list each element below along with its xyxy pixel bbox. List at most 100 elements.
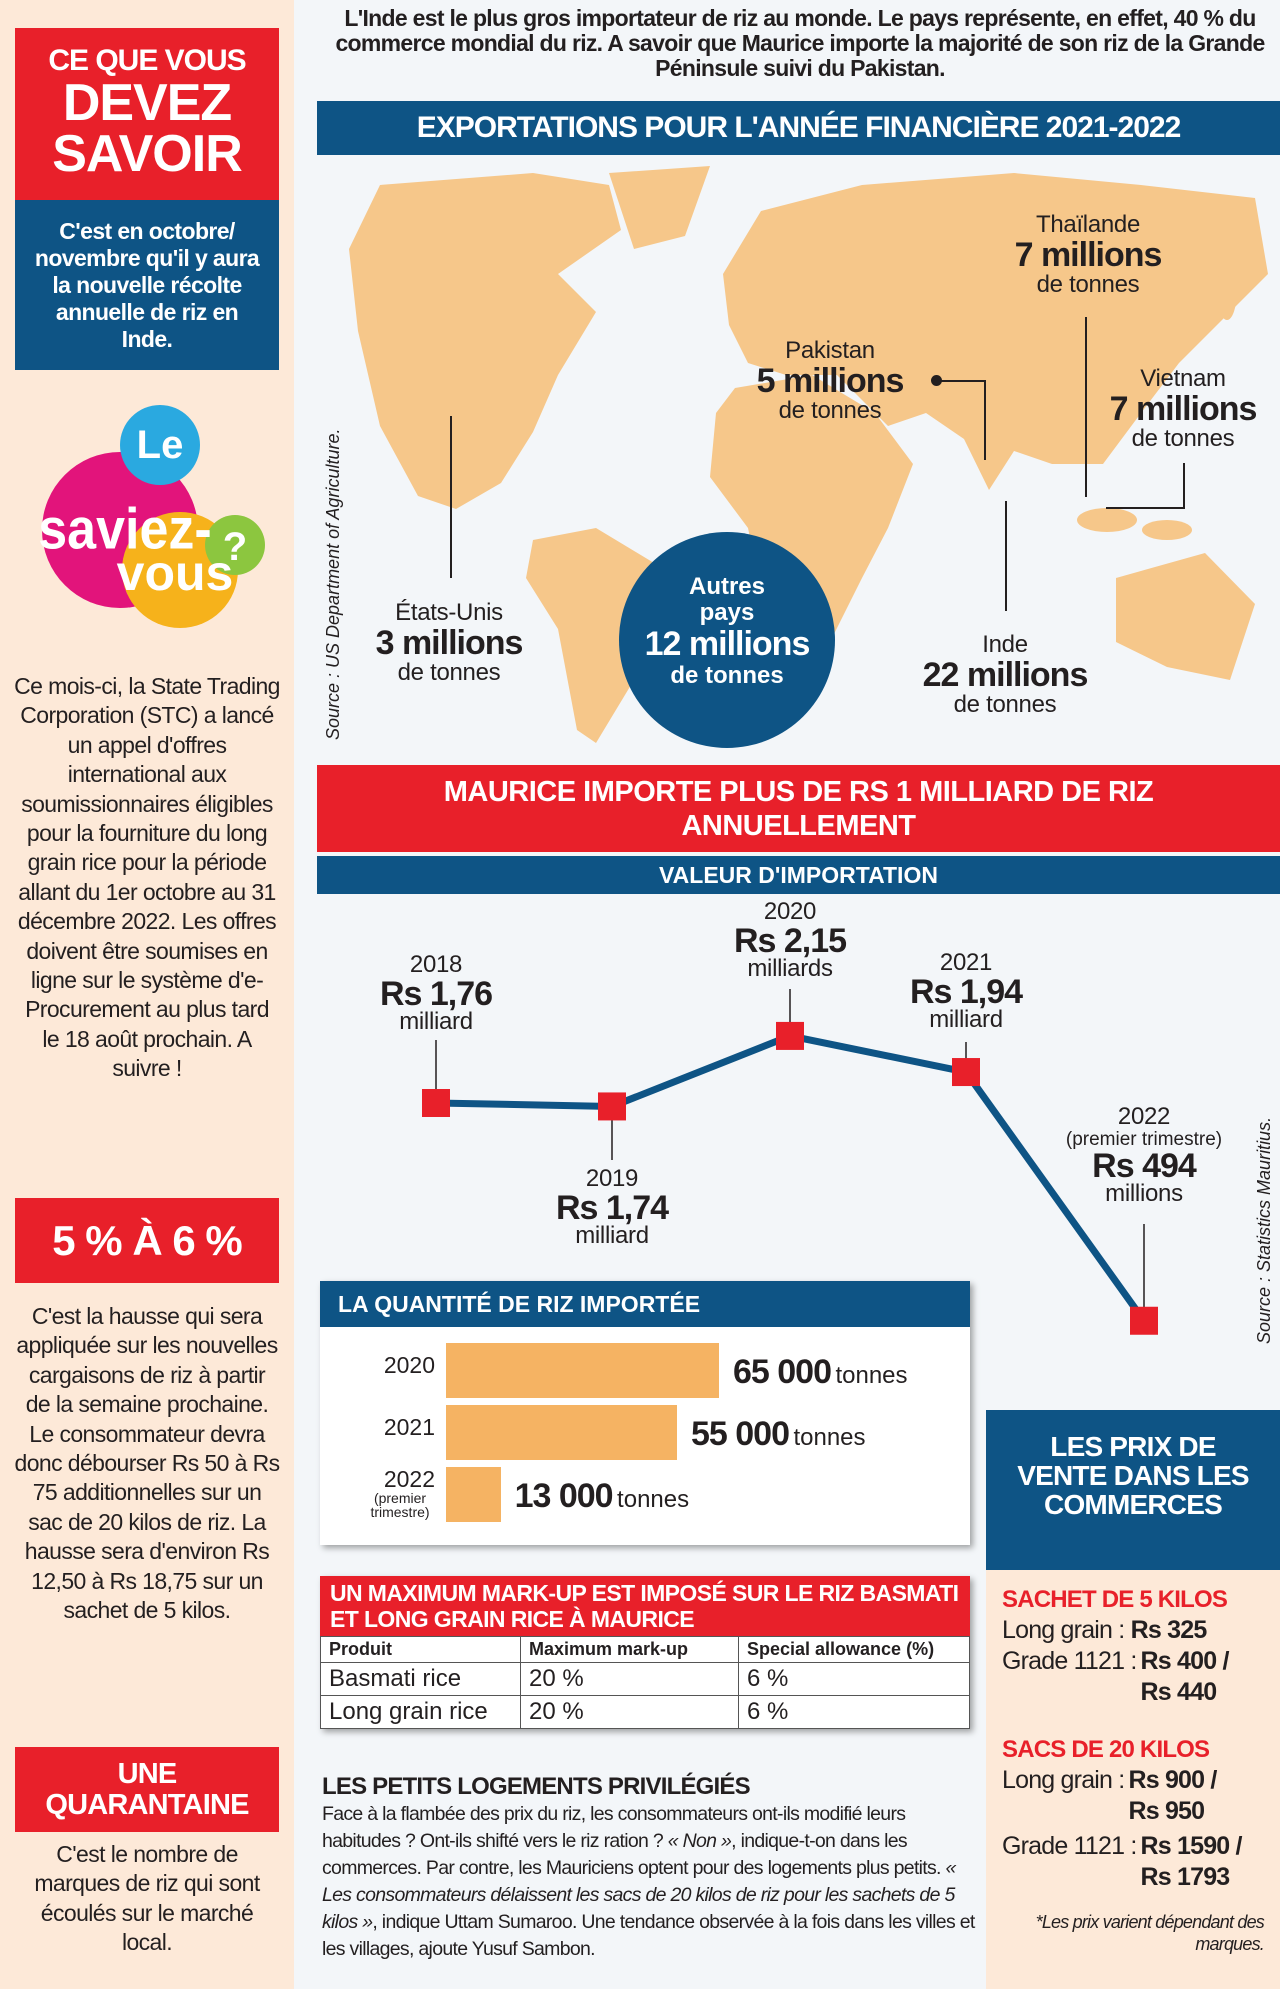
article-title: LES PETITS LOGEMENTS PRIVILÉGIÉS [322, 1773, 751, 1800]
article-quote: « Non » [667, 1830, 732, 1852]
country-unit: de tonnes [778, 397, 882, 424]
value-unit: millions [1105, 1180, 1183, 1207]
header-markup: Maximum mark-up [520, 1636, 739, 1663]
exports-title: EXPORTATIONS POUR L'ANNÉE FINANCIÈRE 202… [317, 101, 1280, 155]
pakistan-leader-h [936, 380, 986, 382]
markup-title: UN MAXIMUM MARK-UP EST IMPOSÉ SUR LE RIZ… [320, 1576, 970, 1636]
prices-title: LES PRIX DE VENTE DANS LES COMMERCES [986, 1410, 1280, 1570]
country-value: 22 millions [922, 656, 1089, 694]
bar-value: 13 000 [514, 1477, 614, 1515]
africa [710, 375, 913, 667]
data-point-2022 [1130, 1306, 1158, 1335]
header-allowance: Special allowance (%) [738, 1636, 970, 1663]
value-text: Rs 2,15 [733, 922, 847, 960]
eurasia [723, 173, 1268, 490]
quarantaine-box: UNE QUARANTAINE [15, 1747, 279, 1832]
quarantaine-line2: QUARANTAINE [45, 1789, 249, 1821]
quantity-title: LA QUANTITÉ DE RIZ IMPORTÉE [320, 1281, 970, 1327]
article-body: Face à la flambée des prix du riz, les c… [322, 1801, 982, 1963]
bar-2022 [446, 1467, 501, 1522]
country-name: États-Unis [395, 599, 503, 626]
price-row: Long grain : Rs 325 [1002, 1615, 1264, 1646]
country-value: 7 millions [1109, 390, 1258, 428]
bar-2020 [446, 1343, 719, 1398]
vietnam-leader-h [1106, 507, 1185, 509]
bar-category: 2020 [320, 1353, 435, 1377]
australia [1116, 553, 1255, 680]
what-to-know-line3: SAVOIR [52, 125, 243, 183]
imports-source: Source : Statistics Mauritius. [1254, 1116, 1274, 1344]
what-to-know-line1: CE QUE VOUS [48, 44, 246, 77]
value-label-2019: 2019 Rs 1,74 milliard [556, 1165, 669, 1249]
article-text: , indique-t-on dans les commerces. Par c… [322, 1830, 946, 1879]
price-value: Rs 1590 / Rs 1793 [1140, 1832, 1242, 1891]
price-label: Grade 1121 : [1002, 1832, 1137, 1860]
price-value: Rs 400 / Rs 440 [1140, 1647, 1229, 1706]
what-to-know-line2: DEVEZ [62, 74, 232, 132]
quantity-bar-chart: LA QUANTITÉ DE RIZ IMPORTÉE 2020 65 000 t… [320, 1281, 970, 1545]
others-value: 12 millions [644, 625, 811, 663]
imports-title: MAURICE IMPORTE PLUS DE RS 1 MILLIARD DE… [317, 765, 1280, 852]
bar-category: 2021 [320, 1415, 435, 1439]
import-value-line [435, 1032, 1147, 1323]
map-label-pakistan: Pakistan 5 millions de tonnes [756, 337, 905, 425]
le-saviez-vous-logo: Le saviez- vous ? [38, 405, 265, 628]
north-america [349, 173, 621, 509]
year-label: 2019 [585, 1165, 639, 1192]
country-name: Thaïlande [1035, 211, 1141, 238]
pakistan-leader-v [984, 380, 986, 460]
brands-text: C'est le nombre de marques de riz qui so… [34, 1841, 260, 1956]
value-text: Rs 1,94 [909, 973, 1023, 1011]
price-row: Grade 1121 : Rs 400 / Rs 440 [1002, 1646, 1264, 1708]
increase-text: C'est la hausse qui sera appliquée sur l… [14, 1303, 281, 1624]
markup-table-panel: UN MAXIMUM MARK-UP EST IMPOSÉ SUR LE RIZ… [320, 1576, 970, 1729]
cell: 6 % [738, 1662, 970, 1696]
price-row: Grade 1121 : Rs 1590 / Rs 1793 [1002, 1831, 1264, 1893]
table-row: Long grain rice 20 % 6 % [320, 1695, 970, 1729]
period-note: (premier trimestre) [1065, 1129, 1223, 1150]
bar-unit: tonnes [617, 1486, 690, 1513]
bar-unit: tonnes [793, 1424, 866, 1451]
bar-category: 2022 (premier trimestre) [320, 1467, 435, 1519]
other-countries-circle: Autres pays 12 millions de tonnes [619, 532, 835, 748]
country-value: 3 millions [375, 624, 524, 662]
year-label: 2018 [409, 951, 463, 978]
others-name: Autres pays [688, 573, 766, 626]
country-name: Pakistan [785, 337, 875, 364]
map-label-thailand: Thaïlande 7 millions de tonnes [1015, 211, 1163, 299]
country-value: 5 millions [756, 362, 905, 400]
value-unit: milliard [575, 1222, 649, 1249]
price-label: Long grain : [1002, 1616, 1125, 1644]
country-name: Inde [982, 631, 1028, 658]
value-text: Rs 494 [1092, 1147, 1197, 1185]
country-name: Vietnam [1140, 365, 1226, 392]
value-unit: milliard [399, 1008, 473, 1035]
cell: 6 % [738, 1695, 970, 1729]
category-label: 2022 [383, 1466, 435, 1492]
bar-value-label: 55 000 tonnes [691, 1415, 866, 1454]
pakistan-dot [931, 375, 942, 386]
intro-text: L'Inde est le plus gros importateur de r… [335, 5, 1265, 81]
world-map-shapes [349, 166, 1268, 743]
bar-unit: tonnes [835, 1362, 908, 1389]
cell: 20 % [520, 1662, 739, 1696]
map-label-india: Inde 22 millions de tonnes [922, 631, 1089, 719]
imports-subtitle: VALEUR D'IMPORTATION [317, 856, 1280, 894]
svg-text:?: ? [223, 525, 247, 569]
prices-list: SACHET DE 5 KILOS Long grain : Rs 325 Gr… [986, 1570, 1280, 1955]
bar-value-label: 65 000 tonnes [733, 1353, 908, 1392]
stc-tender-text: Ce mois-ci, la State Trading Corporation… [14, 673, 280, 1082]
map-label-usa: États-Unis 3 millions de tonnes [375, 599, 524, 687]
data-point-2020 [776, 1021, 804, 1050]
price-value: Rs 325 [1130, 1616, 1208, 1644]
sacs-title: SACS DE 20 KILOS [1002, 1736, 1210, 1763]
country-unit: de tonnes [1036, 271, 1140, 298]
article: LES PETITS LOGEMENTS PRIVILÉGIÉS Face à … [322, 1773, 982, 1963]
harvest-note: C'est en octobre/ novembre qu'il y aura … [15, 200, 279, 370]
table-row: Basmati rice 20 % 6 % [320, 1662, 970, 1696]
prices-note: *Les prix varient dépendant des marques. [1035, 1912, 1265, 1954]
bar-value: 55 000 [691, 1415, 790, 1453]
markup-table: Produit Maximum mark-up Special allowanc… [320, 1636, 970, 1729]
vietnam-leader-v [1183, 463, 1185, 509]
value-label-2020: 2020 Rs 2,15 milliards [733, 899, 847, 981]
